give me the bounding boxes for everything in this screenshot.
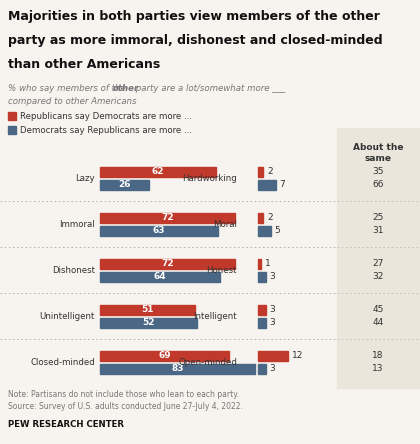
Text: 51: 51 — [142, 305, 154, 314]
Bar — [100, 317, 197, 328]
Bar — [258, 213, 263, 222]
Text: Moral: Moral — [213, 219, 237, 229]
Text: 7: 7 — [279, 180, 285, 189]
Bar — [258, 350, 288, 361]
Text: 83: 83 — [171, 364, 184, 373]
Text: 72: 72 — [161, 259, 173, 268]
Bar — [258, 305, 265, 314]
Text: other: other — [113, 84, 139, 93]
Text: Source: Survey of U.S. adults conducted June 27-July 4, 2022.: Source: Survey of U.S. adults conducted … — [8, 402, 243, 411]
Bar — [258, 317, 265, 328]
Bar — [258, 166, 263, 177]
Text: 3: 3 — [270, 272, 275, 281]
Text: About the
same: About the same — [353, 143, 403, 163]
Text: Closed-minded: Closed-minded — [30, 357, 95, 366]
Text: 2: 2 — [267, 167, 273, 176]
Text: 3: 3 — [270, 364, 275, 373]
Text: 27: 27 — [372, 259, 384, 268]
Text: 69: 69 — [158, 351, 171, 360]
Text: 26: 26 — [118, 180, 131, 189]
Bar — [100, 166, 216, 177]
Text: 45: 45 — [372, 305, 384, 314]
Text: 25: 25 — [372, 213, 384, 222]
Bar — [258, 364, 265, 373]
Text: Unintelligent: Unintelligent — [39, 312, 95, 321]
Text: % who say members of the: % who say members of the — [8, 84, 129, 93]
Bar — [100, 213, 235, 222]
Text: 12: 12 — [292, 351, 303, 360]
Text: Honest: Honest — [207, 266, 237, 274]
Text: 1: 1 — [265, 259, 270, 268]
Text: Democrats say Republicans are more ...: Democrats say Republicans are more ... — [20, 126, 192, 135]
Text: 44: 44 — [373, 318, 383, 327]
Text: Intelligent: Intelligent — [193, 312, 237, 321]
Text: 66: 66 — [372, 180, 384, 189]
Text: Lazy: Lazy — [75, 174, 95, 182]
Bar — [337, 128, 420, 388]
Text: 32: 32 — [372, 272, 384, 281]
Text: party are a lot/somewhat more ___: party are a lot/somewhat more ___ — [133, 84, 285, 93]
Text: 72: 72 — [161, 213, 173, 222]
Text: Republicans say Democrats are more ...: Republicans say Democrats are more ... — [20, 111, 192, 120]
Text: 3: 3 — [270, 305, 275, 314]
Bar — [100, 226, 218, 235]
Text: 35: 35 — [372, 167, 384, 176]
Bar — [258, 271, 265, 281]
Text: compared to other Americans: compared to other Americans — [8, 97, 136, 106]
Bar — [258, 226, 270, 235]
Bar — [100, 350, 229, 361]
Bar — [100, 271, 220, 281]
Text: 52: 52 — [142, 318, 155, 327]
Text: 5: 5 — [275, 226, 280, 235]
Text: 18: 18 — [372, 351, 384, 360]
Bar — [100, 258, 235, 269]
Text: party as more immoral, dishonest and closed-minded: party as more immoral, dishonest and clo… — [8, 34, 383, 47]
Bar — [258, 258, 260, 269]
Text: 2: 2 — [267, 213, 273, 222]
Bar — [100, 179, 149, 190]
Text: 63: 63 — [152, 226, 165, 235]
Text: than other Americans: than other Americans — [8, 58, 160, 71]
Text: 62: 62 — [152, 167, 164, 176]
Text: Open-minded: Open-minded — [178, 357, 237, 366]
Bar — [100, 305, 195, 314]
Text: Dishonest: Dishonest — [52, 266, 95, 274]
Text: 3: 3 — [270, 318, 275, 327]
Text: Note: Partisans do not include those who lean to each party.: Note: Partisans do not include those who… — [8, 390, 239, 399]
Text: PEW RESEARCH CENTER: PEW RESEARCH CENTER — [8, 420, 124, 429]
Text: 64: 64 — [154, 272, 166, 281]
Text: Majorities in both parties view members of the other: Majorities in both parties view members … — [8, 10, 380, 23]
Text: 31: 31 — [372, 226, 384, 235]
Text: Hardworking: Hardworking — [182, 174, 237, 182]
Text: 13: 13 — [372, 364, 384, 373]
Bar — [258, 179, 276, 190]
Bar — [8, 126, 16, 134]
Bar — [8, 112, 16, 120]
Bar — [100, 364, 255, 373]
Text: Immoral: Immoral — [59, 219, 95, 229]
